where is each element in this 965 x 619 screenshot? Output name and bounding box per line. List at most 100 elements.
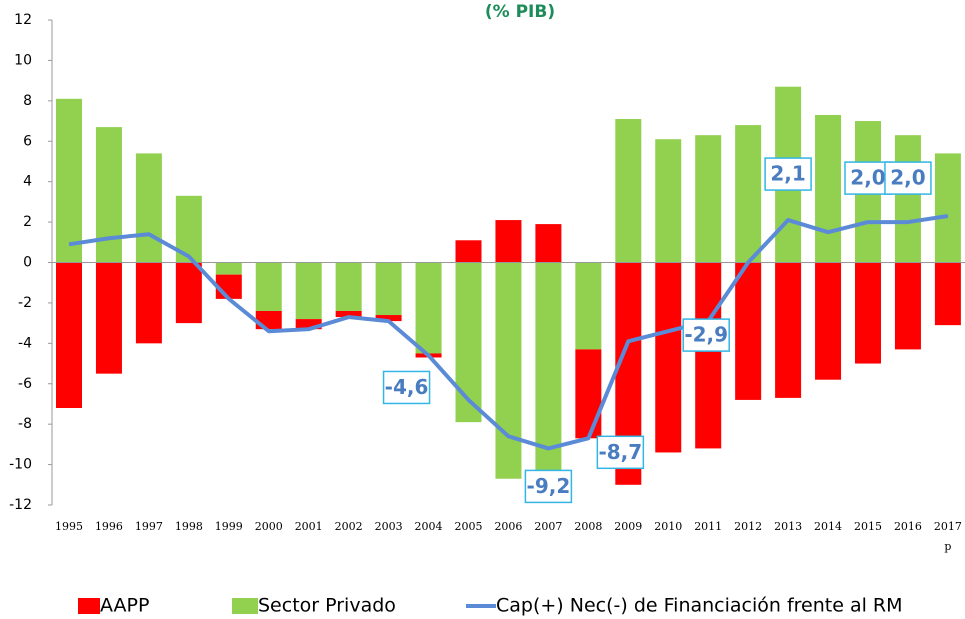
bar <box>135 262 162 344</box>
bar <box>535 262 562 487</box>
data-label-box <box>524 469 573 504</box>
y-tick-label: 10 <box>14 52 32 68</box>
x-tick-label: 2015 <box>854 520 882 533</box>
x-tick-label: 2000 <box>255 520 283 533</box>
data-label-box <box>682 318 730 352</box>
bar <box>375 315 402 322</box>
line <box>68 214 949 451</box>
y-tick-label: -6 <box>18 376 32 392</box>
bar <box>495 220 522 263</box>
legend-label: Sector Privado <box>258 595 396 617</box>
data-label-box <box>884 161 932 195</box>
x-tick-label: 2012 <box>734 520 762 533</box>
y-tick-label: 12 <box>14 12 32 28</box>
data-label: 2,1 <box>770 162 805 186</box>
y-tick-label: 6 <box>23 133 32 149</box>
bar <box>894 135 921 263</box>
x-tick-label: 2010 <box>654 520 682 533</box>
x-tick-label: 1997 <box>135 520 163 533</box>
x-tick-label: 2009 <box>614 520 642 533</box>
bar <box>175 262 202 324</box>
bar <box>135 153 162 263</box>
data-label: 2,0 <box>890 166 925 190</box>
bar <box>335 311 362 318</box>
y-tick-label: 2 <box>23 214 32 230</box>
bar <box>455 240 482 263</box>
y-tick-label: -2 <box>18 295 32 311</box>
bar <box>695 135 722 263</box>
bar <box>455 262 482 423</box>
x-tick-label: 2013 <box>774 520 802 533</box>
bar <box>56 262 82 408</box>
bar <box>735 262 762 400</box>
bar <box>415 262 442 354</box>
bar <box>95 262 122 374</box>
bar <box>255 311 282 330</box>
data-label-box <box>764 157 812 191</box>
legend-label: Cap(+) Nec(-) de Financiación frente al … <box>496 595 903 617</box>
bar <box>535 224 562 263</box>
x-tick-label: 2016 <box>894 520 922 533</box>
bar <box>815 114 842 263</box>
bar <box>255 262 282 311</box>
bar <box>855 262 881 364</box>
chart-title: (% PIB) <box>485 2 555 22</box>
x-tick-label: 2011 <box>694 520 722 533</box>
bar <box>295 262 322 320</box>
legend-swatch <box>78 598 100 614</box>
x-tick-label: 2006 <box>494 520 522 533</box>
bar <box>934 153 961 263</box>
x-tick-label: 1995 <box>55 520 83 533</box>
x-tick-label: 2005 <box>455 520 483 533</box>
data-label: -9,2 <box>527 474 571 498</box>
bar <box>215 262 242 275</box>
y-tick-label: -8 <box>18 416 32 432</box>
data-label-box <box>382 370 431 405</box>
bar <box>295 319 322 330</box>
data-label: -4,6 <box>385 375 429 399</box>
legend-label: AAPP <box>100 595 149 617</box>
x-tick-label: 2014 <box>814 520 842 533</box>
y-tick-label: -10 <box>9 457 32 473</box>
y-tick-label: -12 <box>9 497 32 513</box>
x-tick-label: 2007 <box>534 520 562 533</box>
bar <box>775 262 802 398</box>
bar <box>934 262 961 326</box>
y-tick-label: 0 <box>23 255 32 271</box>
category-note: p <box>944 540 951 553</box>
bar <box>215 274 242 299</box>
x-tick-label: 1996 <box>95 520 123 533</box>
data-label: 2,0 <box>850 166 885 190</box>
bar <box>894 262 921 350</box>
legend-swatch <box>232 598 258 614</box>
x-tick-label: 2008 <box>574 520 602 533</box>
x-tick-label: 2002 <box>335 520 363 533</box>
x-tick-label: 1999 <box>215 520 243 533</box>
bar <box>575 349 602 439</box>
x-tick-label: 2003 <box>375 520 403 533</box>
x-tick-label: 1998 <box>175 520 203 533</box>
x-tick-label: 2001 <box>295 520 323 533</box>
y-tick-label: -4 <box>18 335 32 351</box>
bar <box>735 125 762 263</box>
bar <box>815 262 842 380</box>
bar <box>495 262 522 479</box>
bar <box>695 262 722 449</box>
x-tick-label: 2017 <box>934 520 962 533</box>
bar <box>615 119 642 263</box>
y-tick-label: 8 <box>23 93 32 109</box>
bar <box>335 262 362 311</box>
bar <box>575 262 602 350</box>
bar <box>95 127 122 263</box>
y-tick-label: 4 <box>23 174 32 190</box>
data-label: -8,7 <box>598 440 642 464</box>
data-label-box <box>596 435 645 470</box>
x-tick-label: 2004 <box>415 520 443 533</box>
data-label-box <box>844 161 892 195</box>
bar <box>655 262 682 453</box>
bar <box>655 139 682 263</box>
bar <box>56 98 82 263</box>
bar <box>375 262 402 316</box>
data-label: -2,9 <box>684 323 728 347</box>
